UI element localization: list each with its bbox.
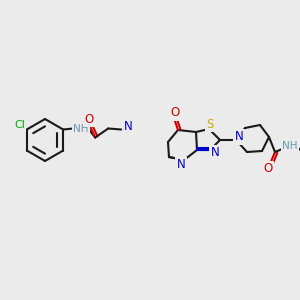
Text: O: O (170, 106, 180, 119)
Text: S: S (206, 118, 214, 130)
Text: NH: NH (74, 124, 89, 134)
Text: N: N (235, 130, 243, 143)
Text: Cl: Cl (14, 121, 25, 130)
Text: N: N (211, 146, 219, 160)
Text: O: O (263, 163, 273, 176)
Text: N: N (177, 158, 185, 172)
Text: N: N (124, 120, 133, 133)
Text: NH: NH (282, 141, 298, 151)
Text: O: O (85, 113, 94, 126)
